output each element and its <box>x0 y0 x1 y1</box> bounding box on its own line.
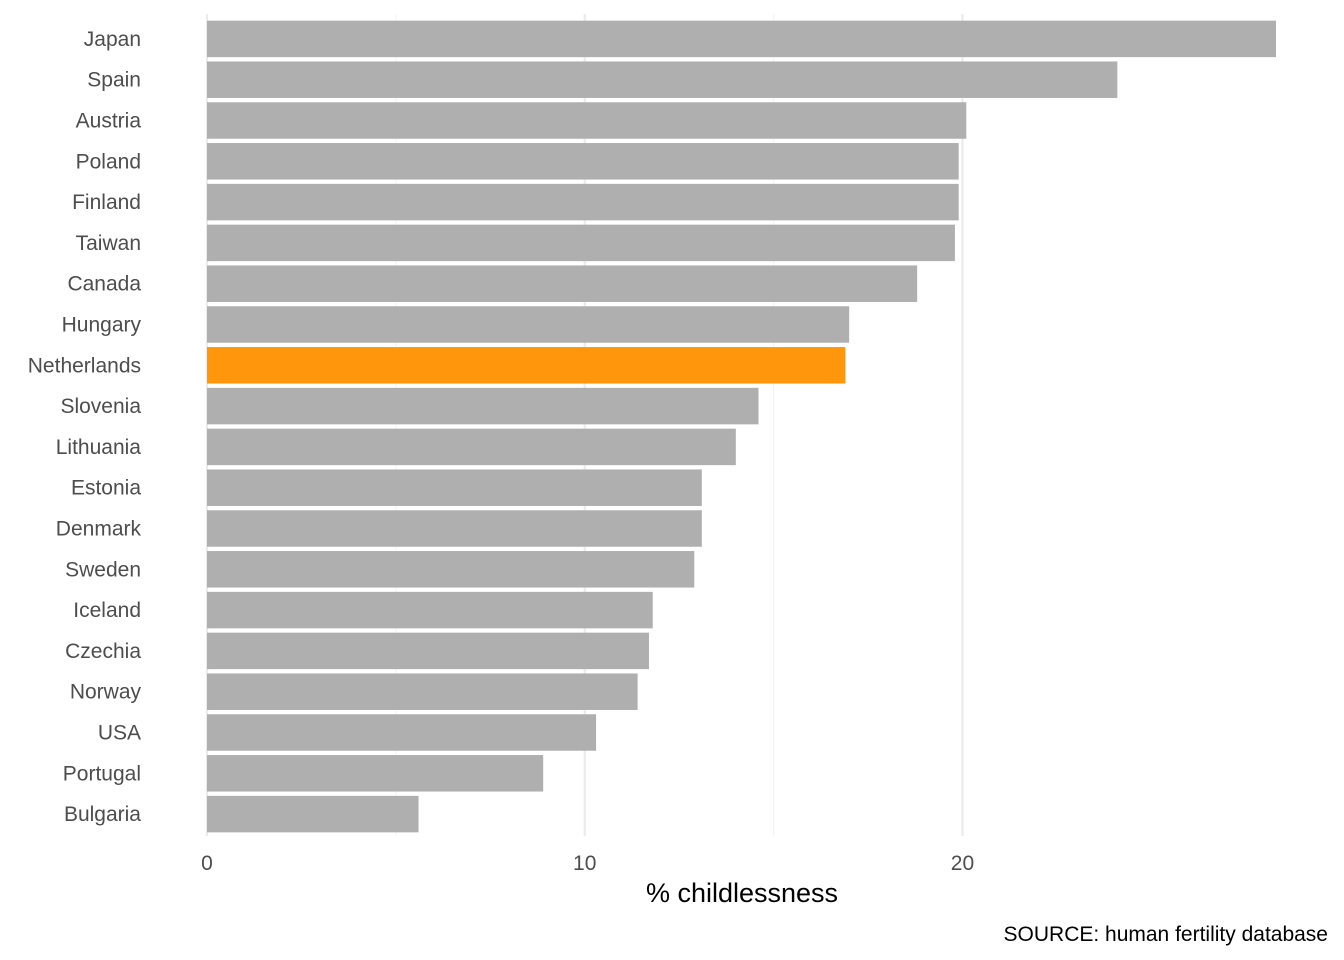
category-label: Poland <box>76 150 141 173</box>
bar-iceland <box>207 591 653 629</box>
bar-slovenia <box>207 387 759 425</box>
category-label: Norway <box>70 681 142 704</box>
bar-taiwan <box>207 224 955 262</box>
category-label: USA <box>98 722 141 745</box>
x-tick-label: 20 <box>951 852 974 875</box>
bar-norway <box>207 673 638 710</box>
category-label: Denmark <box>56 518 142 541</box>
bar-lithuania <box>207 428 736 466</box>
bar-denmark <box>207 510 702 547</box>
bar-spain <box>207 61 1118 98</box>
bar-bulgaria <box>207 795 419 833</box>
category-label: Taiwan <box>76 232 141 255</box>
bar-canada <box>207 265 918 302</box>
bar-portugal <box>207 755 544 792</box>
bar-japan <box>207 20 1276 58</box>
category-labels: Japan Spain Austria Poland Finland Taiwan Cana… <box>28 28 142 826</box>
category-label: Slovenia <box>60 395 141 418</box>
category-label: Czechia <box>65 640 141 663</box>
category-label: Sweden <box>65 558 141 581</box>
source-caption: SOURCE: human fertility database <box>1004 923 1328 946</box>
category-label: Estonia <box>71 477 141 500</box>
x-tick-label: 10 <box>573 852 596 875</box>
bar-czechia <box>207 632 649 670</box>
category-label: Canada <box>67 273 141 296</box>
x-tick-labels: 0 10 20 <box>201 852 974 875</box>
bar-usa <box>207 714 597 751</box>
category-label: Bulgaria <box>64 803 141 826</box>
x-tick-label: 0 <box>201 852 213 875</box>
bar-poland <box>207 143 959 180</box>
category-label: Hungary <box>62 314 142 337</box>
category-label: Iceland <box>73 599 141 622</box>
bar-austria <box>207 102 967 139</box>
category-label: Netherlands <box>28 354 141 377</box>
bar-estonia <box>207 469 702 506</box>
category-label: Japan <box>84 28 141 51</box>
category-label: Finland <box>72 191 141 214</box>
x-axis-title: % childlessness <box>646 878 838 908</box>
category-label: Portugal <box>63 762 141 785</box>
category-label: Spain <box>87 69 141 92</box>
bar-finland <box>207 183 959 221</box>
category-label: Austria <box>76 110 142 133</box>
bar-hungary <box>207 306 850 343</box>
bar-sweden <box>207 551 695 588</box>
bar-netherlands <box>207 347 846 384</box>
category-label: Lithuania <box>56 436 142 459</box>
bars <box>207 20 1276 833</box>
